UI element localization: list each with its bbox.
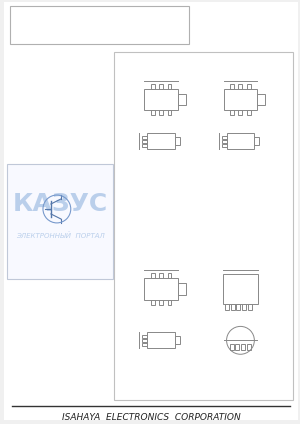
Bar (142, 335, 147, 338)
Bar (167, 111, 172, 115)
Bar (225, 304, 229, 310)
Bar (257, 94, 265, 106)
Bar (175, 137, 180, 145)
Bar (142, 140, 147, 143)
Bar (236, 344, 239, 350)
Text: ЭЛЕКТРОННЫЙ  ПОРТАЛ: ЭЛЕКТРОННЫЙ ПОРТАЛ (16, 232, 105, 239)
Bar (223, 273, 258, 304)
Bar (238, 111, 242, 115)
Bar (167, 273, 172, 278)
Bar (226, 133, 254, 149)
Bar (247, 84, 251, 89)
Bar (230, 344, 233, 350)
Bar (230, 84, 234, 89)
Bar (248, 304, 252, 310)
Bar (142, 144, 147, 147)
Bar (142, 136, 147, 139)
Bar (178, 283, 186, 295)
Bar (167, 299, 172, 304)
Bar (159, 111, 163, 115)
Bar (10, 6, 189, 44)
Bar (151, 299, 154, 304)
Text: ISAHAYA  ELECTRONICS  CORPORATION: ISAHAYA ELECTRONICS CORPORATION (62, 413, 241, 422)
Bar (222, 136, 226, 139)
Bar (144, 278, 178, 299)
Bar (147, 332, 175, 348)
Bar (224, 89, 257, 111)
Bar (222, 140, 226, 143)
Bar (147, 133, 175, 149)
Text: КАЗУС: КАЗУС (13, 192, 108, 216)
Bar (159, 273, 163, 278)
Bar (254, 137, 259, 145)
Bar (242, 344, 245, 350)
Bar (167, 84, 172, 89)
Bar (142, 343, 147, 346)
Bar (175, 336, 180, 344)
Bar (114, 52, 293, 400)
Bar (159, 84, 163, 89)
Bar (159, 299, 163, 304)
Bar (151, 273, 154, 278)
Bar (238, 84, 242, 89)
Bar (230, 304, 235, 310)
Bar (236, 304, 241, 310)
Bar (178, 94, 186, 106)
Bar (222, 144, 226, 147)
Bar (151, 84, 154, 89)
Bar (247, 111, 251, 115)
Bar (144, 89, 178, 111)
Bar (230, 111, 234, 115)
Bar (151, 111, 154, 115)
Bar (242, 304, 246, 310)
Bar (142, 339, 147, 342)
Bar (7, 164, 113, 279)
Bar (248, 344, 251, 350)
